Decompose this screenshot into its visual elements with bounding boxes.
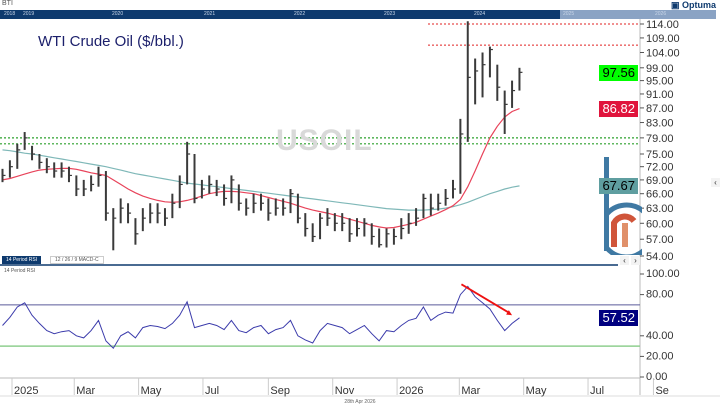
chart-title: WTI Crude Oil ($/bbl.) <box>38 33 184 50</box>
price-tick-label: 75.00 <box>646 149 674 161</box>
symbol-label: BTI <box>2 0 13 7</box>
navigator-year-2020: 2020 <box>112 11 124 17</box>
navigator-visible-range[interactable] <box>560 10 716 19</box>
price-tick-label: 91.00 <box>646 89 674 101</box>
publisher-logo <box>604 157 642 255</box>
rsi-value-badge: 57.52 <box>599 310 638 326</box>
price-tick-label: 57.00 <box>646 234 674 246</box>
price-tick-label: 99.00 <box>646 63 674 75</box>
brand-icon: ▣ <box>670 0 680 10</box>
brand-name: Optuma <box>681 0 716 10</box>
time-tick-label: 2026 <box>399 385 423 397</box>
price-tick-label: 72.00 <box>646 162 674 174</box>
ma-short-badge: 86.82 <box>599 101 638 117</box>
time-tick-label: May <box>526 385 547 397</box>
trend-arrow-head <box>506 310 513 316</box>
optuma-logo: ▣ Optuma <box>671 0 716 10</box>
price-tick-label: 104.00 <box>646 48 680 60</box>
price-tick-label: 63.00 <box>646 203 674 215</box>
trend-arrow-line <box>460 283 509 313</box>
time-tick-label: Jul <box>205 385 219 397</box>
navigator-year-2021: 2021 <box>204 11 216 17</box>
navigator-year-2019: 2019 <box>23 11 35 17</box>
price-tick-label: 54.00 <box>646 251 674 263</box>
rsi-tick-label: 80.00 <box>646 289 674 301</box>
navigator-year-2024: 2024 <box>474 11 486 17</box>
timeline-navigator[interactable] <box>0 10 716 19</box>
price-tick-label: 87.00 <box>646 103 674 115</box>
price-tick-label: 60.00 <box>646 218 674 230</box>
rsi-line <box>2 285 520 350</box>
price-tick-label: 79.00 <box>646 133 674 145</box>
tab-rsi[interactable]: 14 Period RSI <box>2 256 42 264</box>
time-tick-label: Mar <box>76 385 95 397</box>
navigator-year-2018: 2018 <box>4 11 16 17</box>
price-tick-label: 66.00 <box>646 189 674 201</box>
time-tick-label: 2025 <box>14 385 38 397</box>
time-tick-label: Sep <box>270 385 290 397</box>
price-tick-label: 83.00 <box>646 118 674 130</box>
navigator-year-2023: 2023 <box>384 11 396 17</box>
collapse-axis-button[interactable]: ‹ <box>711 178 720 187</box>
ma-long-line <box>2 149 520 211</box>
price-tick-label: 69.00 <box>646 175 674 187</box>
scroll-right-button[interactable]: › <box>631 256 640 265</box>
price-tick-label: 114.00 <box>646 19 679 31</box>
time-tick-label: Jul <box>590 385 604 397</box>
rsi-tick-label: 100.00 <box>646 268 680 280</box>
symbol-watermark: USOIL <box>276 124 373 157</box>
rsi-panel-label: 14 Period RSI <box>4 268 36 274</box>
navigator-year-2022: 2022 <box>294 11 306 17</box>
time-tick-label: May <box>141 385 162 397</box>
scroll-left-button[interactable]: ‹ <box>620 256 629 265</box>
tab-macd[interactable]: 12 / 26 / 9 MACD-C <box>50 256 104 264</box>
time-tick-label: Mar <box>461 385 480 397</box>
time-tick-label: Se <box>655 385 668 397</box>
navigator-year-2025: 2025 <box>563 11 575 17</box>
rsi-tick-label: 20.00 <box>646 350 674 362</box>
navigator-year-2026: 2026 <box>655 11 667 17</box>
rsi-tick-label: 40.00 <box>646 330 674 342</box>
price-tick-label: 95.00 <box>646 76 674 88</box>
rsi-tick-label: 0.00 <box>646 371 667 383</box>
price-tick-label: 109.00 <box>646 33 680 45</box>
ma-long-badge: 67.67 <box>599 178 638 194</box>
time-tick-label: Nov <box>335 385 355 397</box>
footer-date: 28th Apr 2026 <box>344 399 376 405</box>
last-price-badge: 97.56 <box>599 65 638 81</box>
